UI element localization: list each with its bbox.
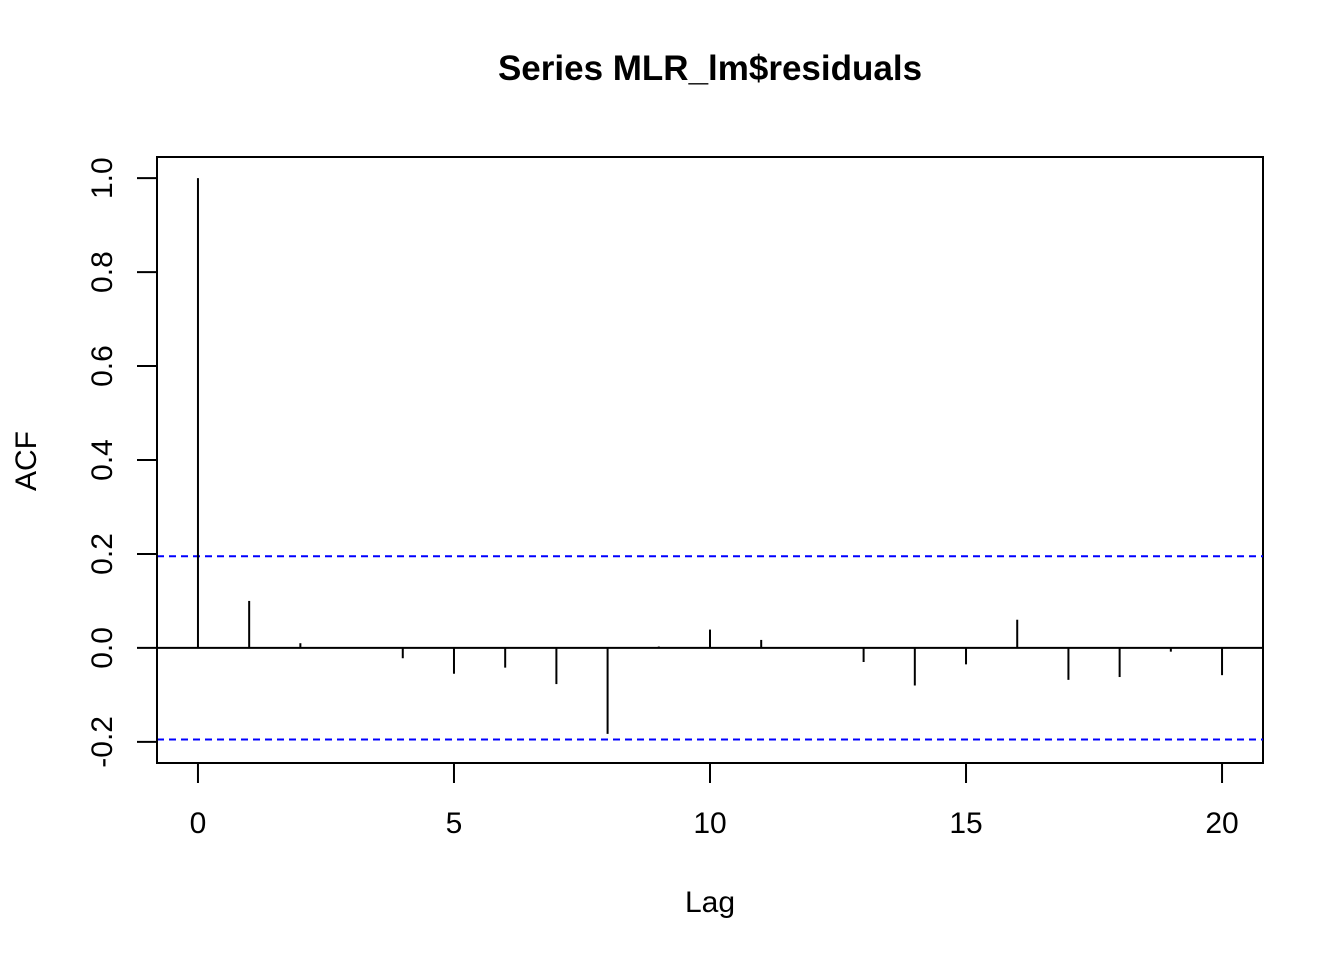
y-tick-label: 0.2 [86,533,119,575]
y-tick-label: 0.4 [86,439,119,481]
acf-bars [196,178,1224,734]
x-axis: 0 5 10 15 20 [190,762,1239,840]
x-axis-label: Lag [685,886,735,919]
y-tick-label: 0.0 [86,627,119,669]
x-tick-label: 5 [446,807,463,840]
x-tick-label: 15 [949,807,982,840]
y-tick-label: 0.8 [86,251,119,293]
y-axis: -0.2 0.0 0.2 0.4 0.6 0.8 1.0 [86,157,158,768]
confidence-layer [157,555,1263,741]
y-axis-label: ACF [10,431,43,491]
y-tick-label: 1.0 [86,157,119,199]
x-tick-label: 10 [693,807,726,840]
y-tick-label: -0.2 [86,716,119,768]
y-tick-label: 0.6 [86,345,119,387]
chart-title: Series MLR_lm$residuals [498,49,922,88]
plot-frame [156,156,1264,764]
x-tick-label: 20 [1205,807,1238,840]
x-tick-label: 0 [190,807,207,840]
